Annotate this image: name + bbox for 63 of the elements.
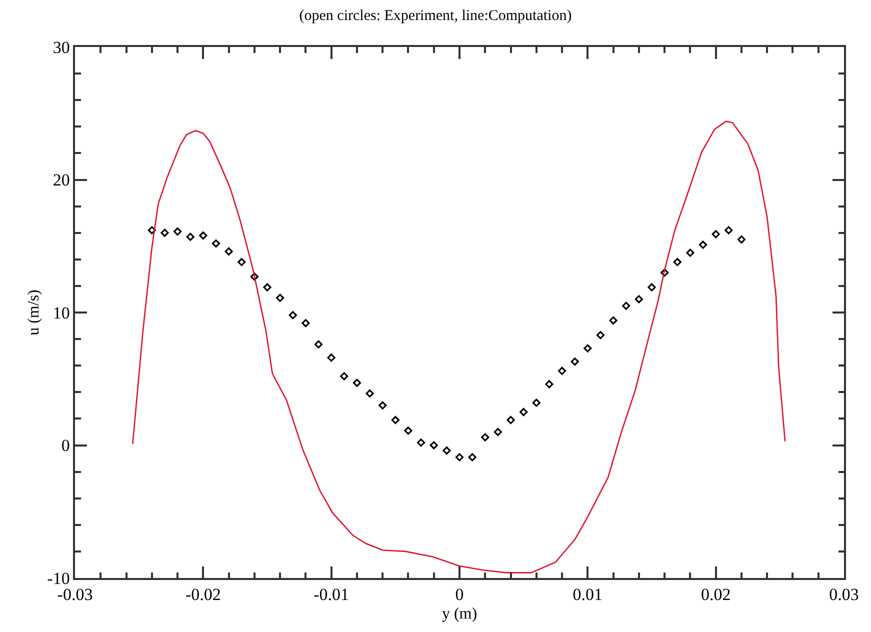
point xyxy=(584,344,592,352)
y-axis-title: u (m/s) xyxy=(26,290,43,336)
x-tick-label: 0.01 xyxy=(572,585,603,604)
point xyxy=(660,268,669,277)
point xyxy=(212,239,220,248)
x-axis-title: y (m) xyxy=(442,605,478,622)
point xyxy=(160,228,169,237)
point xyxy=(622,302,630,310)
y-tick-label: 20 xyxy=(52,170,70,190)
point xyxy=(520,408,528,416)
point xyxy=(276,294,284,302)
point xyxy=(288,311,297,320)
point xyxy=(263,283,272,292)
x-tick-label: -0.02 xyxy=(185,585,221,604)
chart-title: (open circles: Experiment, line:Computation) xyxy=(299,8,572,24)
point xyxy=(250,272,258,281)
point xyxy=(686,248,694,257)
line-series xyxy=(132,120,786,574)
point xyxy=(712,230,720,238)
point xyxy=(596,331,605,340)
point xyxy=(417,438,426,447)
point xyxy=(173,227,182,236)
y-tick-label: 0 xyxy=(61,436,70,456)
point xyxy=(468,453,476,462)
point xyxy=(430,441,438,450)
point xyxy=(314,340,323,348)
point xyxy=(698,240,708,249)
point xyxy=(558,366,566,375)
point xyxy=(199,231,208,240)
point xyxy=(532,398,540,407)
point xyxy=(442,446,451,455)
y-tick-label: 10 xyxy=(52,303,70,322)
point xyxy=(302,319,310,328)
x-tick-label: 0 xyxy=(455,585,464,604)
point xyxy=(238,258,246,266)
point xyxy=(366,389,374,398)
point xyxy=(570,358,579,366)
point xyxy=(148,226,156,234)
point xyxy=(648,283,656,292)
y-tick-label: 30 xyxy=(52,38,70,57)
point xyxy=(609,316,618,325)
point xyxy=(634,295,643,304)
point xyxy=(391,416,400,424)
point xyxy=(481,433,490,442)
point xyxy=(737,235,746,244)
y-tick-label: -10 xyxy=(47,568,70,588)
point xyxy=(327,354,336,362)
x-tick-label: -0.01 xyxy=(314,585,350,604)
point xyxy=(455,453,464,462)
point xyxy=(545,380,554,388)
point xyxy=(506,416,515,424)
point xyxy=(186,232,194,241)
point xyxy=(340,372,348,380)
x-tick-label: 0.03 xyxy=(829,585,859,604)
point xyxy=(673,258,682,266)
point xyxy=(494,428,502,436)
point xyxy=(404,426,412,435)
point xyxy=(224,247,233,256)
point xyxy=(352,378,362,387)
x-tick-label: 0.02 xyxy=(700,585,731,604)
point xyxy=(378,401,387,410)
point xyxy=(724,226,733,234)
x-tick-label: -0.03 xyxy=(57,585,93,604)
